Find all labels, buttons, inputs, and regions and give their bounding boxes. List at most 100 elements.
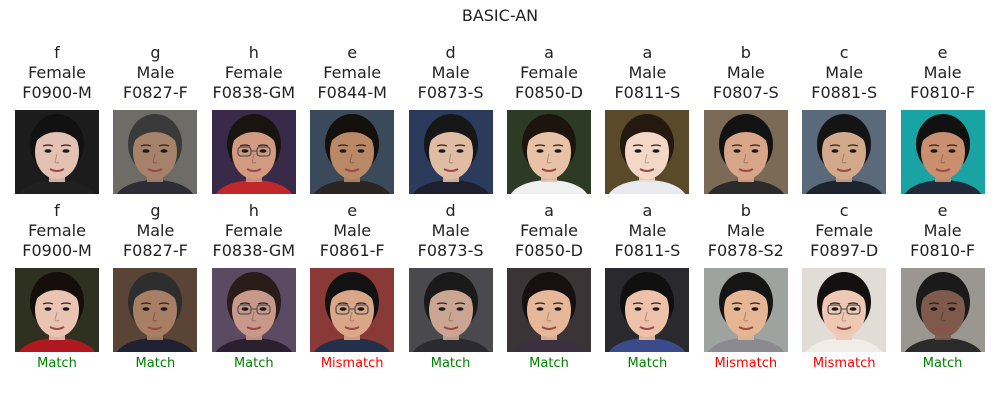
bottom-row-cell: g Male F0827-F Match	[113, 201, 198, 372]
face-id-label: F0810-F	[910, 83, 976, 102]
face-photo	[15, 268, 99, 352]
match-result-label: Match	[430, 356, 471, 371]
face-gender-label: Male	[333, 221, 372, 240]
face-photo	[703, 268, 788, 352]
top-row-cell: e Male F0810-F	[900, 43, 985, 194]
bottom-row-cell: d Male F0873-S Match	[408, 201, 493, 372]
face-gender-label: Male	[431, 221, 470, 240]
face-photo	[900, 110, 985, 194]
face-photo-icon	[408, 110, 493, 194]
face-gender-label: Male	[628, 221, 667, 240]
face-gender-label: Female	[28, 63, 86, 82]
face-id-label: F0861-F	[319, 241, 385, 260]
face-photo	[802, 110, 887, 194]
face-photo-icon	[310, 110, 395, 194]
face-id-label: F0838-GM	[212, 241, 296, 260]
face-photo-icon	[211, 110, 296, 194]
face-id-label: F0873-S	[417, 241, 484, 260]
figure-title: BASIC-AN	[461, 6, 539, 25]
face-gender-label: Female	[815, 221, 874, 240]
face-photo	[507, 110, 591, 194]
face-gender-label: Female	[28, 221, 86, 240]
match-result-label: Mismatch	[320, 356, 384, 371]
face-gender-label: Female	[323, 63, 382, 82]
face-photo	[113, 268, 198, 352]
face-id-label: F0811-S	[614, 83, 681, 102]
face-photo	[310, 110, 395, 194]
bottom-row-cell: h Female F0838-GM Match	[211, 201, 296, 372]
face-photo-icon	[507, 110, 591, 194]
face-group-label: a	[642, 201, 653, 220]
face-id-label: F0881-S	[811, 83, 878, 102]
face-photo-icon	[605, 110, 690, 194]
match-result-label: Match	[627, 356, 668, 371]
face-id-label: F0878-S2	[707, 241, 784, 260]
face-id-label: F0850-D	[514, 83, 583, 102]
face-photo-icon	[113, 268, 198, 352]
face-group-label: d	[445, 43, 456, 62]
face-group-label: b	[740, 43, 751, 62]
face-photo	[408, 268, 493, 352]
face-id-label: F0827-F	[122, 83, 188, 102]
top-row-cell: g Male F0827-F	[113, 43, 198, 194]
face-photo	[211, 268, 296, 352]
match-result-label: Mismatch	[812, 356, 876, 371]
face-photo-icon	[900, 268, 985, 352]
face-group-label: b	[740, 201, 751, 220]
face-id-label: F0900-M	[22, 241, 92, 260]
top-row-cell: e Female F0844-M	[310, 43, 395, 194]
top-row-cell: f Female F0900-M	[15, 43, 99, 194]
face-id-label: F0844-M	[317, 83, 387, 102]
face-photo	[605, 110, 690, 194]
face-photo-icon	[211, 268, 296, 352]
face-id-label: F0827-F	[122, 241, 188, 260]
face-photo-icon	[507, 268, 591, 352]
face-group-label: f	[54, 201, 60, 220]
face-photo	[703, 110, 788, 194]
face-gender-label: Male	[136, 221, 175, 240]
face-gender-label: Male	[431, 63, 470, 82]
face-id-label: F0897-D	[810, 241, 879, 260]
face-gender-label: Male	[923, 221, 962, 240]
face-group-label: a	[544, 201, 554, 220]
face-photo-icon	[605, 268, 690, 352]
face-photo	[507, 268, 591, 352]
bottom-row-cell: a Female F0850-D Match	[507, 201, 591, 372]
face-photo-icon	[15, 268, 99, 352]
face-group-label: g	[150, 201, 161, 220]
face-photo-icon	[113, 110, 198, 194]
face-id-label: F0807-S	[712, 83, 779, 102]
face-id-label: F0838-GM	[212, 83, 296, 102]
top-row-cell: h Female F0838-GM	[211, 43, 296, 194]
face-group-label: e	[937, 201, 948, 220]
bottom-row-cell: e Male F0861-F Mismatch	[310, 201, 395, 372]
face-gender-label: Female	[224, 63, 283, 82]
bottom-row-cell: e Male F0810-F Match	[900, 201, 985, 372]
bottom-row-cell: f Female F0900-M Match	[15, 201, 99, 372]
face-id-label: F0873-S	[417, 83, 484, 102]
face-group-label: c	[839, 201, 849, 220]
face-group-label: h	[248, 201, 259, 220]
face-gender-label: Male	[628, 63, 667, 82]
face-group-label: a	[642, 43, 653, 62]
face-gender-label: Male	[923, 63, 962, 82]
match-result-label: Match	[37, 356, 77, 371]
face-group-label: c	[839, 43, 849, 62]
top-row-cell: a Female F0850-D	[507, 43, 591, 194]
face-photo-icon	[900, 110, 985, 194]
face-group-label: g	[150, 43, 161, 62]
face-group-label: h	[248, 43, 259, 62]
face-photo	[408, 110, 493, 194]
face-photo	[900, 268, 985, 352]
face-photo	[310, 268, 395, 352]
face-gender-label: Female	[520, 221, 578, 240]
face-gender-label: Female	[520, 63, 578, 82]
face-photo	[211, 110, 296, 194]
face-photo-icon	[703, 268, 788, 352]
face-id-label: F0900-M	[22, 83, 92, 102]
face-photo-icon	[310, 268, 395, 352]
face-gender-label: Male	[825, 63, 864, 82]
face-photo	[802, 268, 887, 352]
face-id-label: F0850-D	[514, 241, 583, 260]
match-result-label: Mismatch	[714, 356, 778, 371]
